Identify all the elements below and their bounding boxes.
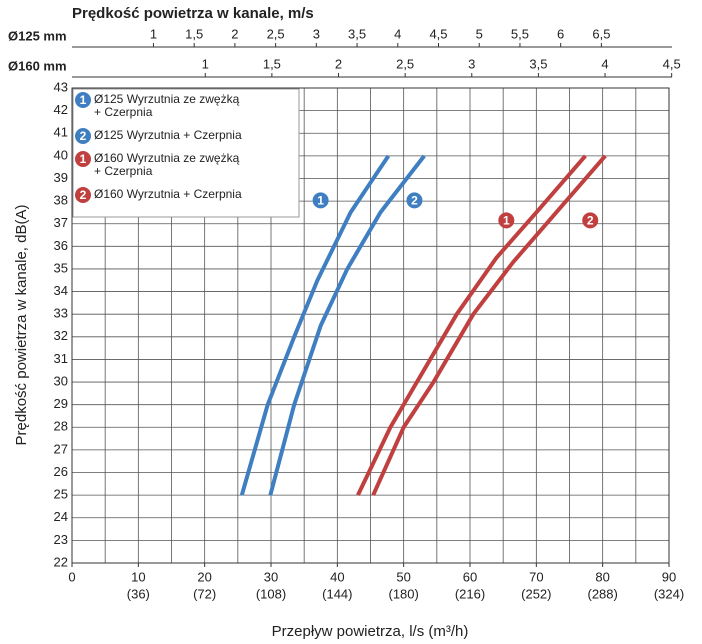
plot-frame bbox=[71, 87, 670, 564]
top-axis-tick-label: 4,5 bbox=[663, 56, 681, 71]
top-axis-tick-label: 2 bbox=[231, 26, 238, 41]
top-axis-tick-label: 5,5 bbox=[511, 26, 529, 41]
x-tick-sublabel: (144) bbox=[322, 586, 352, 601]
x-tick-label: 30 bbox=[264, 569, 278, 584]
series-line bbox=[356, 154, 587, 497]
y-tick-label: 40 bbox=[54, 147, 68, 162]
top-axis-tick-label: 4,5 bbox=[429, 26, 447, 41]
x-tick-label: 70 bbox=[529, 569, 543, 584]
top-axis-tick-label: 3 bbox=[313, 26, 320, 41]
x-tick-sublabel: (108) bbox=[256, 586, 286, 601]
legend-box bbox=[72, 88, 300, 218]
x-axis-label: Przepływ powietrza, l/s (m³/h) bbox=[272, 623, 469, 640]
badge bbox=[312, 192, 329, 209]
x-tick-label: 80 bbox=[595, 569, 609, 584]
top-axis-label: Ø160 mm bbox=[8, 58, 67, 73]
badge-label: 2 bbox=[587, 214, 594, 228]
y-tick-label: 22 bbox=[54, 554, 68, 569]
x-tick-label: 90 bbox=[662, 569, 676, 584]
y-tick-label: 42 bbox=[54, 102, 68, 117]
badge-label: 1 bbox=[317, 194, 324, 208]
top-axis-tick-label: 1,5 bbox=[185, 26, 203, 41]
badge-label: 2 bbox=[411, 194, 418, 208]
series-line bbox=[268, 154, 426, 496]
y-tick-label: 31 bbox=[54, 351, 68, 366]
top-axis-tick-label: 2,5 bbox=[267, 26, 285, 41]
y-tick-label: 37 bbox=[54, 215, 68, 230]
x-tick-sublabel: (36) bbox=[127, 586, 150, 601]
badge bbox=[75, 92, 91, 108]
legend-label: + Czerpnia bbox=[94, 105, 153, 119]
x-tick-label: 40 bbox=[330, 569, 344, 584]
top-axis-label: Ø125 mm bbox=[8, 28, 67, 43]
badge bbox=[75, 151, 91, 167]
y-tick-label: 41 bbox=[54, 125, 68, 140]
top-axis-tick-label: 3,5 bbox=[529, 56, 547, 71]
badge-label: 1 bbox=[80, 93, 87, 107]
top-axis-tick-label: 2 bbox=[335, 56, 342, 71]
x-tick-label: 20 bbox=[197, 569, 211, 584]
legend-label: + Czerpnia bbox=[94, 164, 153, 178]
y-tick-label: 24 bbox=[54, 509, 68, 524]
y-tick-label: 30 bbox=[54, 373, 68, 388]
badge bbox=[75, 187, 91, 203]
x-tick-sublabel: (324) bbox=[654, 586, 684, 601]
top-axis-tick-label: 3,5 bbox=[348, 26, 366, 41]
x-tick-sublabel: (180) bbox=[388, 586, 418, 601]
y-tick-label: 23 bbox=[54, 532, 68, 547]
y-tick-label: 29 bbox=[54, 396, 68, 411]
y-tick-label: 43 bbox=[54, 79, 68, 94]
top-axis-tick-label: 2,5 bbox=[396, 56, 414, 71]
badge-label: 1 bbox=[80, 152, 87, 166]
y-tick-label: 38 bbox=[54, 193, 68, 208]
x-tick-label: 10 bbox=[131, 569, 145, 584]
top-axis-tick-label: 1 bbox=[150, 26, 157, 41]
badge bbox=[75, 128, 91, 144]
y-tick-label: 26 bbox=[54, 464, 68, 479]
y-tick-label: 27 bbox=[54, 441, 68, 456]
x-tick-label: 50 bbox=[396, 569, 410, 584]
series-line bbox=[371, 154, 607, 496]
x-tick-sublabel: (288) bbox=[587, 586, 617, 601]
series-line bbox=[239, 154, 391, 496]
badge bbox=[498, 212, 515, 229]
top-axis-tick-label: 1,5 bbox=[263, 56, 281, 71]
y-tick-label: 34 bbox=[54, 283, 68, 298]
y-tick-label: 32 bbox=[54, 328, 68, 343]
badge-label: 2 bbox=[80, 129, 87, 143]
y-tick-label: 28 bbox=[54, 419, 68, 434]
top-axis-tick-label: 6,5 bbox=[592, 26, 610, 41]
badge-label: 2 bbox=[80, 188, 87, 202]
top-axis-tick-label: 4 bbox=[601, 56, 608, 71]
y-tick-label: 36 bbox=[54, 238, 68, 253]
y-axis-label: Prędkość powietrza w kanale, dB(A) bbox=[13, 205, 30, 446]
top-axis-tick-label: 3 bbox=[468, 56, 475, 71]
top-axis-tick-label: 5 bbox=[476, 26, 483, 41]
y-tick-label: 35 bbox=[54, 260, 68, 275]
legend-label: Ø125 Wyrzutnia + Czerpnia bbox=[94, 128, 242, 142]
y-tick-label: 39 bbox=[54, 170, 68, 185]
top-axis-tick-label: 1 bbox=[202, 56, 209, 71]
chart-title: Prędkość powietrza w kanale, m/s bbox=[72, 5, 314, 22]
legend-label: Ø160 Wyrzutnia ze zwężką bbox=[94, 151, 240, 165]
badge bbox=[406, 192, 423, 209]
legend-label: Ø125 Wyrzutnia ze zwężką bbox=[94, 92, 240, 106]
x-tick-label: 60 bbox=[463, 569, 477, 584]
x-tick-sublabel: (72) bbox=[193, 586, 216, 601]
badge bbox=[582, 212, 599, 229]
top-axis-tick-label: 4 bbox=[394, 26, 401, 41]
badge-label: 1 bbox=[503, 214, 510, 228]
y-tick-label: 33 bbox=[54, 306, 68, 321]
x-tick-sublabel: (216) bbox=[455, 586, 485, 601]
legend-label: Ø160 Wyrzutnia + Czerpnia bbox=[94, 187, 242, 201]
x-tick-sublabel: (252) bbox=[521, 586, 551, 601]
x-tick-label: 0 bbox=[68, 569, 75, 584]
top-axis-tick-label: 6 bbox=[557, 26, 564, 41]
y-tick-label: 25 bbox=[54, 487, 68, 502]
